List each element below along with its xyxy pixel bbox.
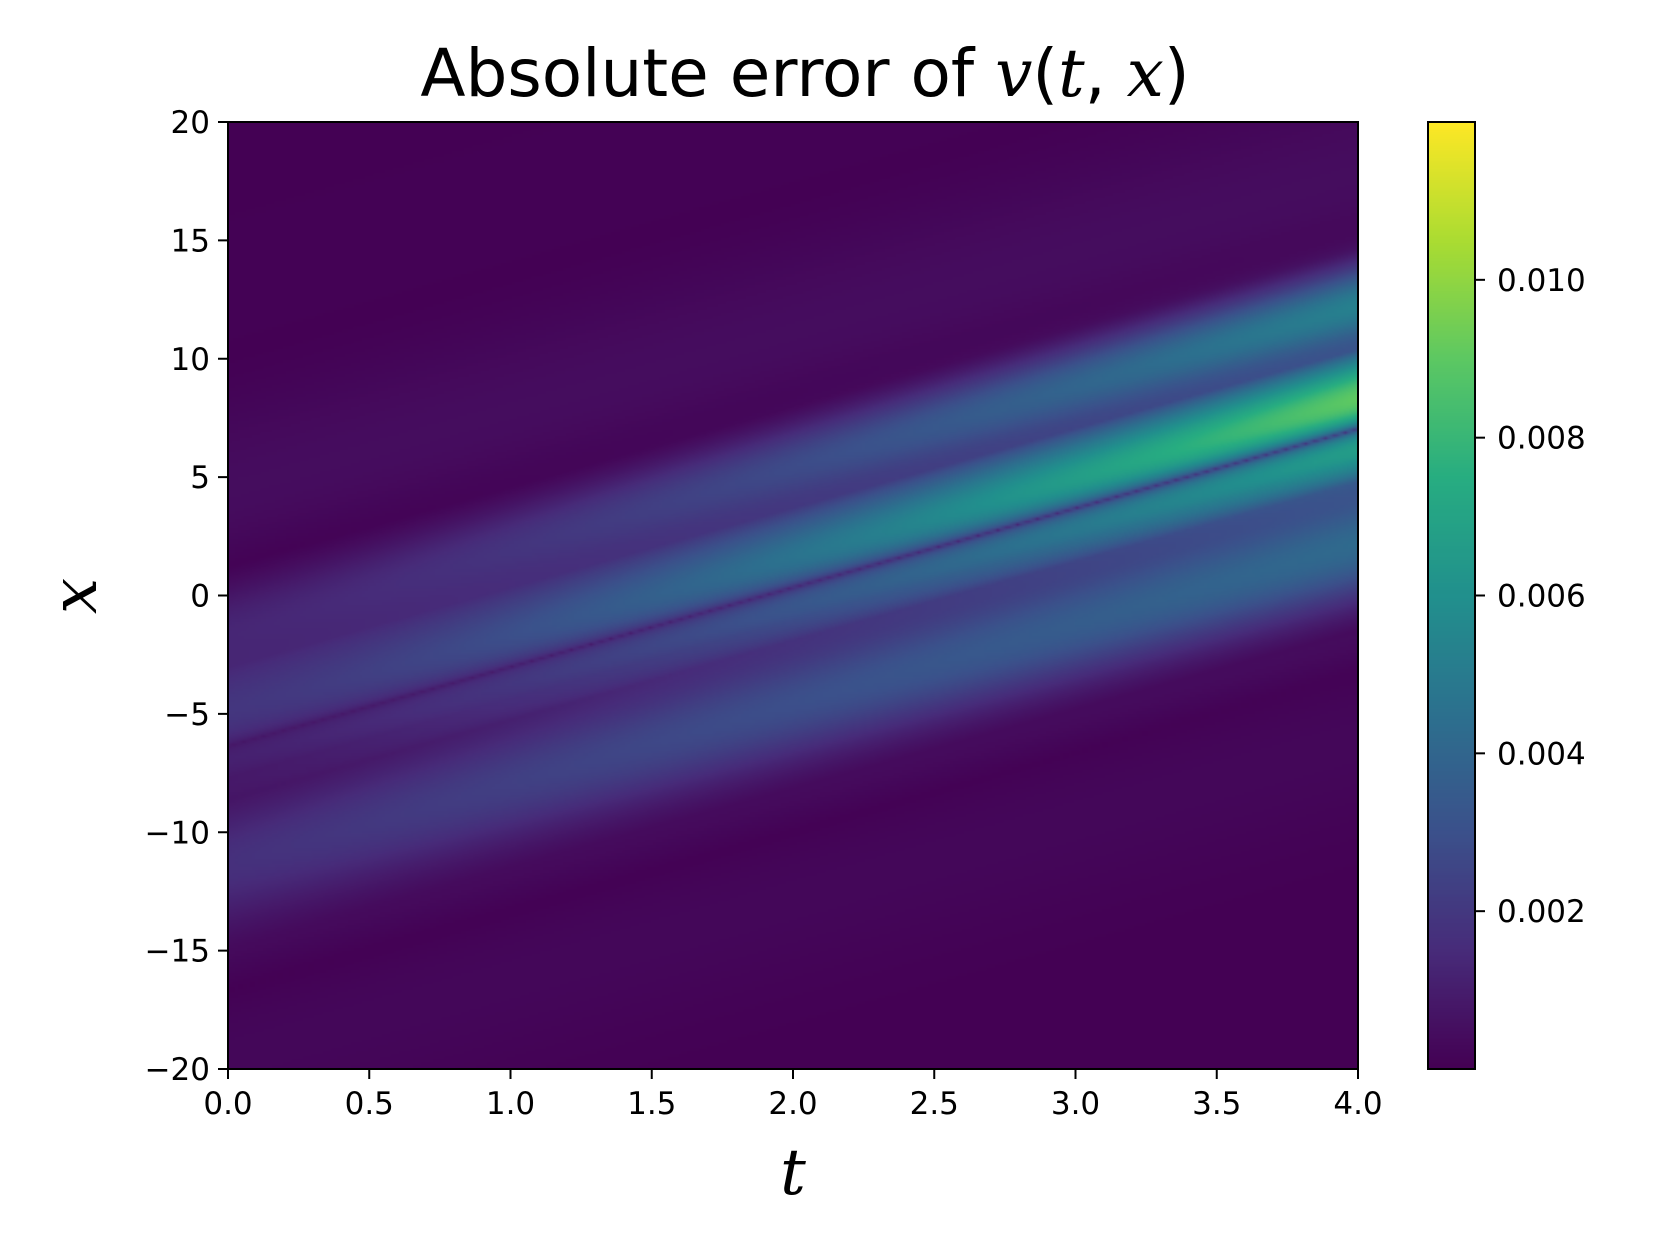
x-tick-label: 0.0 bbox=[203, 1086, 252, 1122]
colorbar-tick-label: 0.010 bbox=[1497, 263, 1586, 299]
x-tick-label: 0.5 bbox=[345, 1086, 394, 1122]
y-tick-label: −20 bbox=[145, 1052, 210, 1088]
heatmap-image bbox=[228, 122, 1358, 1069]
y-tick-label: 10 bbox=[171, 342, 210, 378]
colorbar-tick-label: 0.004 bbox=[1497, 736, 1586, 772]
y-tick-label: −10 bbox=[145, 815, 210, 851]
x-tick-label: 2.0 bbox=[768, 1086, 817, 1122]
x-tick-label: 4.0 bbox=[1333, 1086, 1382, 1122]
y-tick-label: 15 bbox=[171, 223, 210, 259]
y-tick-label: 5 bbox=[190, 460, 210, 496]
x-tick-label: 3.5 bbox=[1192, 1086, 1241, 1122]
y-axis: 20 15 10 5 0 −5 −10 −15 −20 bbox=[145, 105, 228, 1088]
x-axis: 0.0 0.5 1.0 1.5 2.0 2.5 3.0 3.5 4.0 bbox=[203, 1069, 1383, 1122]
colorbar: 0.002 0.004 0.006 0.008 0.010 bbox=[1427, 121, 1586, 1070]
chart-title: Absolute error of v(t, x) bbox=[420, 35, 1189, 112]
colorbar-gradient bbox=[1428, 122, 1475, 1069]
y-tick-label: −5 bbox=[164, 697, 210, 733]
y-tick-label: 0 bbox=[190, 579, 210, 615]
colorbar-tick-label: 0.008 bbox=[1497, 421, 1586, 457]
x-tick-label: 1.5 bbox=[627, 1086, 676, 1122]
colorbar-tick-label: 0.006 bbox=[1497, 579, 1586, 615]
y-tick-label: 20 bbox=[171, 105, 210, 141]
x-tick-label: 2.5 bbox=[910, 1086, 959, 1122]
colorbar-tick-label: 0.002 bbox=[1497, 894, 1586, 930]
heatmap-plot bbox=[227, 121, 1359, 1070]
colorbar-ticks: 0.002 0.004 0.006 0.008 0.010 bbox=[1475, 263, 1586, 930]
y-tick-label: −15 bbox=[145, 934, 210, 970]
x-tick-label: 3.0 bbox=[1051, 1086, 1100, 1122]
y-axis-label: x bbox=[38, 578, 112, 614]
x-axis-label: t bbox=[780, 1136, 806, 1210]
x-tick-label: 1.0 bbox=[486, 1086, 535, 1122]
